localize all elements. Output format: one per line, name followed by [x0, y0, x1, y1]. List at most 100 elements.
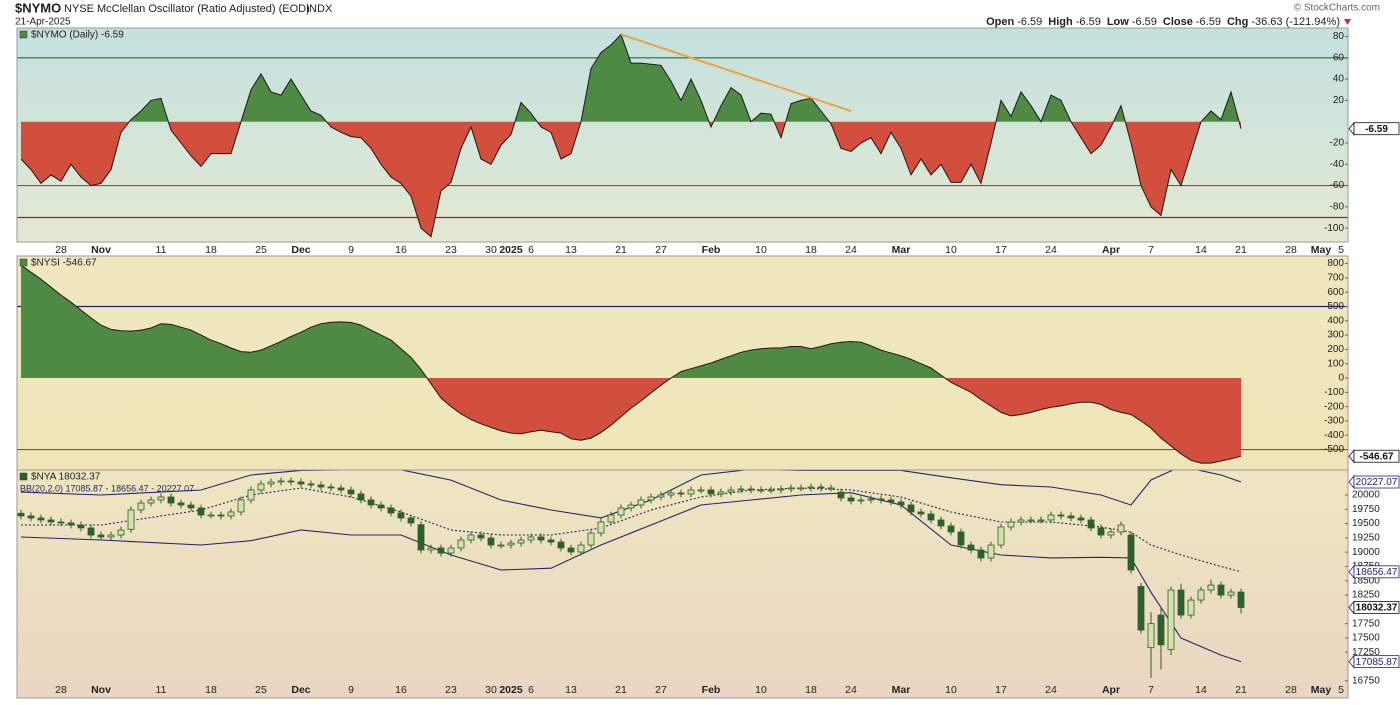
candle-body: [27, 515, 35, 519]
plot: [17, 264, 1348, 464]
y-tick-label: 800: [1327, 258, 1344, 269]
y-tick-label: 300: [1327, 330, 1344, 341]
candle-body: [17, 512, 25, 517]
price-box: [1353, 565, 1400, 579]
x-tick-label: Feb: [702, 684, 721, 696]
candle-body: [957, 531, 965, 546]
x-tick-label: 7: [1148, 684, 1154, 696]
y-tick-label: -500: [1324, 444, 1344, 455]
candle-body: [597, 521, 605, 534]
y-tick-label: 20000: [1352, 490, 1380, 501]
candle-body: [817, 486, 825, 489]
price-label: 17085.87: [1356, 657, 1398, 668]
candle-body: [407, 517, 415, 524]
y-tick-label: -300: [1324, 416, 1344, 427]
neg-fill: [427, 378, 1241, 464]
candle-body: [1127, 534, 1135, 571]
panel-border: [16, 27, 1349, 243]
candle-body: [457, 539, 465, 549]
candle-body: [477, 534, 485, 539]
y-tick-label: 0: [1338, 373, 1344, 384]
candle-body: [1097, 527, 1105, 536]
y-tick-label: -20: [1330, 138, 1345, 149]
candle-body: [77, 524, 85, 529]
candle-body: [57, 521, 65, 524]
price-box: [1353, 475, 1400, 489]
candle-body: [727, 489, 735, 493]
date: 21-Apr-2025: [15, 17, 71, 28]
x-tick-label: 5: [1338, 244, 1344, 256]
x-tick-label: 21: [1235, 244, 1247, 256]
candle-body: [887, 499, 895, 503]
description: NYSE McClellan Oscillator (Ratio Adjuste…: [64, 3, 310, 15]
candle-body: [707, 489, 715, 495]
x-tick-label: 11: [156, 684, 167, 696]
candle-body: [247, 489, 255, 501]
stat-name: Open: [986, 16, 1014, 28]
bollinger-band: [20, 492, 1242, 663]
x-tick-label: 10: [945, 244, 957, 256]
x-tick-label: 24: [1045, 684, 1057, 696]
y-tick-label: -40: [1330, 159, 1345, 170]
candle-body: [1027, 519, 1035, 522]
candle-body: [277, 480, 285, 483]
candle-body: [87, 527, 95, 536]
trendline: [620, 33, 852, 112]
stat-value: -6.59: [1196, 16, 1221, 28]
x-tick-label: 28: [55, 684, 67, 696]
oscillator-line: [20, 264, 1242, 464]
x-tick-label: 18: [805, 684, 817, 696]
candle-body: [487, 537, 495, 546]
candle-body: [287, 480, 295, 483]
x-tick-label: 10: [755, 244, 767, 256]
x-tick-label: 23: [445, 684, 457, 696]
candle-body: [577, 544, 585, 553]
candle-body: [687, 489, 695, 495]
stat-name: High: [1048, 16, 1073, 28]
x-tick-label: 6: [528, 684, 534, 696]
candle-body: [417, 524, 425, 551]
x-tick-label: 7: [1148, 244, 1154, 256]
candle-body: [217, 514, 225, 517]
x-tick-label: 24: [1045, 244, 1057, 256]
price-box: [1353, 122, 1400, 136]
x-tick-label: 24: [845, 684, 857, 696]
y-tick-label: 700: [1327, 273, 1344, 284]
candle-body: [227, 511, 235, 517]
x-tick-label: 16: [395, 244, 407, 256]
panel-background: [17, 28, 1348, 242]
x-tick-label: 27: [655, 684, 667, 696]
x-tick-label: Nov: [91, 684, 111, 696]
candle-body: [1177, 589, 1185, 616]
candle-body: [757, 489, 765, 492]
y-tick-label: 19750: [1352, 504, 1380, 515]
price-box: [1353, 601, 1400, 614]
candle-body: [437, 547, 445, 554]
price-label: 18032.37: [1356, 603, 1398, 614]
candle-body: [1197, 589, 1205, 601]
candle-body: [557, 541, 565, 549]
y-tick-label: 100: [1327, 358, 1344, 369]
candle-body: [1107, 531, 1115, 536]
y-tick-label: -400: [1324, 430, 1344, 441]
candle-body: [677, 492, 685, 495]
candle-body: [297, 481, 305, 485]
y-tick-label: 16750: [1352, 675, 1380, 686]
x-tick-label: Nov: [91, 244, 111, 256]
neg-fill: [21, 121, 1241, 237]
x-tick-label: 2025: [499, 244, 523, 256]
candle-body: [927, 513, 935, 521]
candle-body: [187, 504, 195, 509]
candle-body: [827, 487, 835, 490]
x-tick-label: 13: [565, 244, 577, 256]
candle-body: [1147, 623, 1155, 649]
candle-body: [967, 544, 975, 551]
candle-body: [837, 491, 845, 499]
x-tick-label: 18: [205, 684, 217, 696]
x-tick-label: 28: [55, 244, 67, 256]
price-label: 18656.47: [1356, 567, 1398, 578]
x-tick-label: 17: [995, 244, 1007, 256]
candle-body: [987, 544, 995, 559]
candle-body: [157, 496, 165, 501]
y-tick-label: 40: [1333, 74, 1345, 85]
